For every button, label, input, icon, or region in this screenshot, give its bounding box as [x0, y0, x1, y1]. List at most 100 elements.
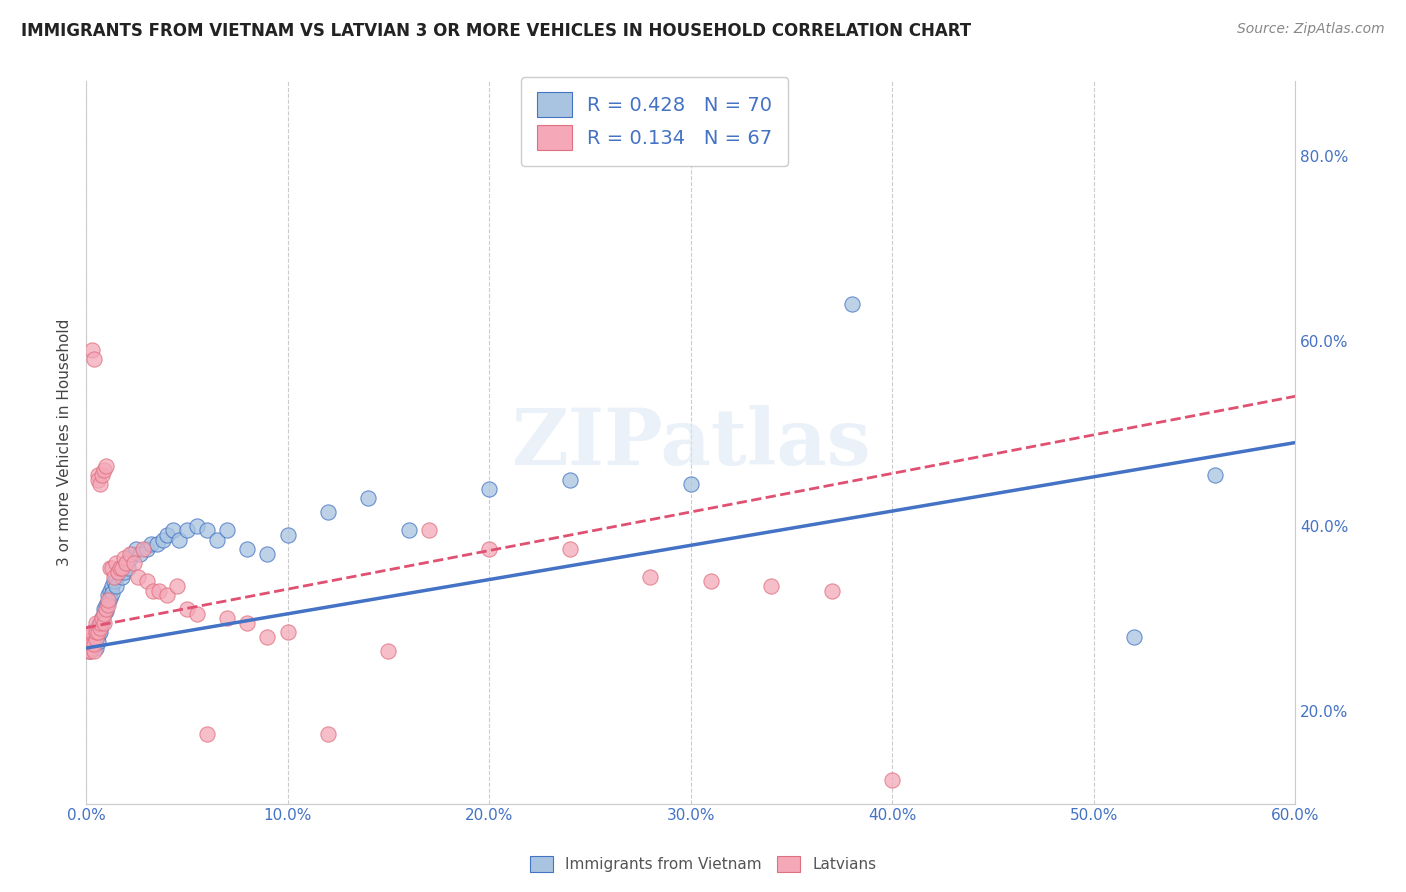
Point — [316, 727, 339, 741]
Text: IMMIGRANTS FROM VIETNAM VS LATVIAN 3 OR MORE VEHICLES IN HOUSEHOLD CORRELATION C: IMMIGRANTS FROM VIETNAM VS LATVIAN 3 OR … — [21, 22, 972, 40]
Point — [166, 579, 188, 593]
Point — [83, 352, 105, 367]
Point — [195, 524, 218, 538]
Point — [236, 541, 259, 556]
Point — [111, 570, 134, 584]
Point — [79, 644, 101, 658]
Point — [84, 616, 107, 631]
Point — [82, 637, 104, 651]
Point — [236, 616, 259, 631]
Point — [84, 641, 107, 656]
Point — [83, 630, 105, 644]
Point — [89, 477, 111, 491]
Point — [79, 644, 101, 658]
Point — [93, 607, 115, 621]
Point — [186, 519, 208, 533]
Point — [176, 602, 198, 616]
Point — [195, 727, 218, 741]
Point — [176, 524, 198, 538]
Point — [93, 616, 115, 631]
Point — [217, 524, 239, 538]
Legend: Immigrants from Vietnam, Latvians: Immigrants from Vietnam, Latvians — [522, 848, 884, 880]
Point — [142, 583, 165, 598]
Point — [162, 524, 184, 538]
Point — [558, 541, 581, 556]
Point — [256, 547, 278, 561]
Point — [91, 611, 114, 625]
Point — [129, 547, 152, 561]
Point — [120, 551, 142, 566]
Point — [101, 560, 124, 574]
Point — [83, 637, 105, 651]
Point — [82, 625, 104, 640]
Point — [103, 574, 125, 589]
Y-axis label: 3 or more Vehicles in Household: 3 or more Vehicles in Household — [58, 318, 72, 566]
Point — [97, 588, 120, 602]
Point — [357, 491, 380, 505]
Point — [117, 560, 139, 574]
Point — [83, 644, 105, 658]
Point — [478, 482, 501, 496]
Point — [377, 644, 399, 658]
Point — [82, 632, 104, 646]
Point — [96, 598, 118, 612]
Point — [89, 621, 111, 635]
Point — [87, 634, 110, 648]
Point — [135, 541, 157, 556]
Point — [93, 607, 115, 621]
Point — [82, 634, 104, 648]
Point — [277, 528, 299, 542]
Point — [96, 604, 118, 618]
Point — [156, 588, 179, 602]
Point — [110, 560, 132, 574]
Legend: R = 0.428   N = 70, R = 0.134   N = 67: R = 0.428 N = 70, R = 0.134 N = 67 — [522, 77, 787, 166]
Point — [478, 541, 501, 556]
Point — [121, 547, 143, 561]
Point — [152, 533, 174, 547]
Point — [841, 296, 863, 310]
Point — [87, 467, 110, 482]
Point — [111, 560, 134, 574]
Point — [107, 565, 129, 579]
Point — [98, 591, 121, 605]
Point — [91, 616, 114, 631]
Point — [98, 560, 121, 574]
Point — [89, 625, 111, 640]
Point — [97, 593, 120, 607]
Point — [640, 570, 662, 584]
Point — [148, 583, 170, 598]
Point — [79, 639, 101, 653]
Point — [256, 630, 278, 644]
Point — [84, 632, 107, 646]
Point — [115, 556, 138, 570]
Point — [105, 579, 128, 593]
Point — [700, 574, 723, 589]
Point — [82, 637, 104, 651]
Point — [316, 505, 339, 519]
Point — [87, 473, 110, 487]
Point — [124, 556, 146, 570]
Point — [83, 639, 105, 653]
Point — [145, 537, 167, 551]
Point — [418, 524, 440, 538]
Point — [87, 628, 110, 642]
Point — [398, 524, 420, 538]
Point — [91, 611, 114, 625]
Point — [139, 537, 162, 551]
Point — [96, 458, 118, 473]
Point — [112, 551, 135, 566]
Point — [115, 556, 138, 570]
Point — [77, 641, 100, 656]
Point — [89, 616, 111, 631]
Point — [77, 644, 100, 658]
Point — [558, 473, 581, 487]
Point — [77, 630, 100, 644]
Point — [167, 533, 190, 547]
Point — [127, 570, 149, 584]
Text: ZIPatlas: ZIPatlas — [510, 405, 870, 481]
Point — [761, 579, 783, 593]
Point — [89, 616, 111, 631]
Point — [135, 574, 157, 589]
Point — [93, 463, 115, 477]
Point — [82, 343, 104, 357]
